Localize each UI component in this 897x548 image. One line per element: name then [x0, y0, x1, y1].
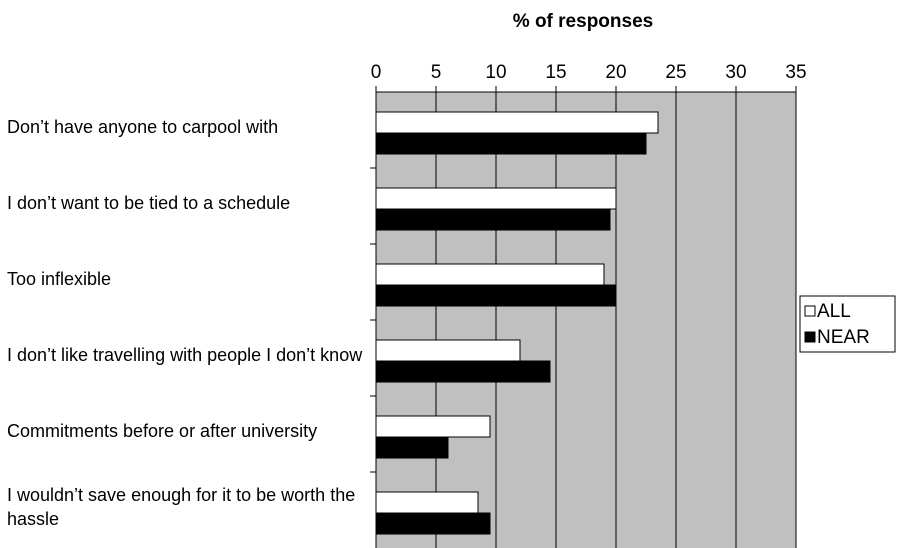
bar — [375, 339, 521, 362]
x-tick-label: 0 — [371, 62, 382, 83]
legend-label: ALL — [817, 301, 851, 322]
y-tick-label: I wouldn’t save enough for it to be wort… — [7, 485, 356, 529]
y-tick-label: I don’t like travelling with people I do… — [7, 345, 363, 365]
bar — [375, 512, 491, 535]
bar — [375, 187, 617, 210]
bar — [375, 132, 647, 155]
y-tick-label: Too inflexible — [7, 269, 112, 289]
bar — [375, 284, 617, 307]
legend-swatch — [804, 331, 816, 343]
bar — [375, 436, 449, 459]
x-tick-label: 15 — [545, 62, 566, 83]
legend-swatch — [804, 305, 816, 317]
x-tick-label: 30 — [725, 62, 746, 83]
bar — [375, 360, 551, 383]
x-tick-label: 35 — [785, 62, 806, 83]
y-tick-label: Commitments before or after university — [7, 421, 318, 441]
bar — [375, 491, 479, 514]
x-tick-label: 20 — [605, 62, 626, 83]
plot-area — [376, 92, 796, 548]
bar — [375, 415, 491, 438]
x-tick-label: 5 — [431, 62, 442, 83]
legend-label: NEAR — [817, 327, 870, 348]
x-tick-label: 10 — [485, 62, 506, 83]
bar — [375, 208, 611, 231]
legend-box — [799, 295, 896, 353]
x-tick-label: 25 — [665, 62, 686, 83]
bar — [375, 263, 605, 286]
y-tick-label: I don’t want to be tied to a schedule — [7, 193, 291, 213]
y-tick-label: Don’t have anyone to carpool with — [7, 117, 279, 137]
bar — [375, 111, 659, 134]
x-axis-title: % of responses — [513, 11, 653, 32]
